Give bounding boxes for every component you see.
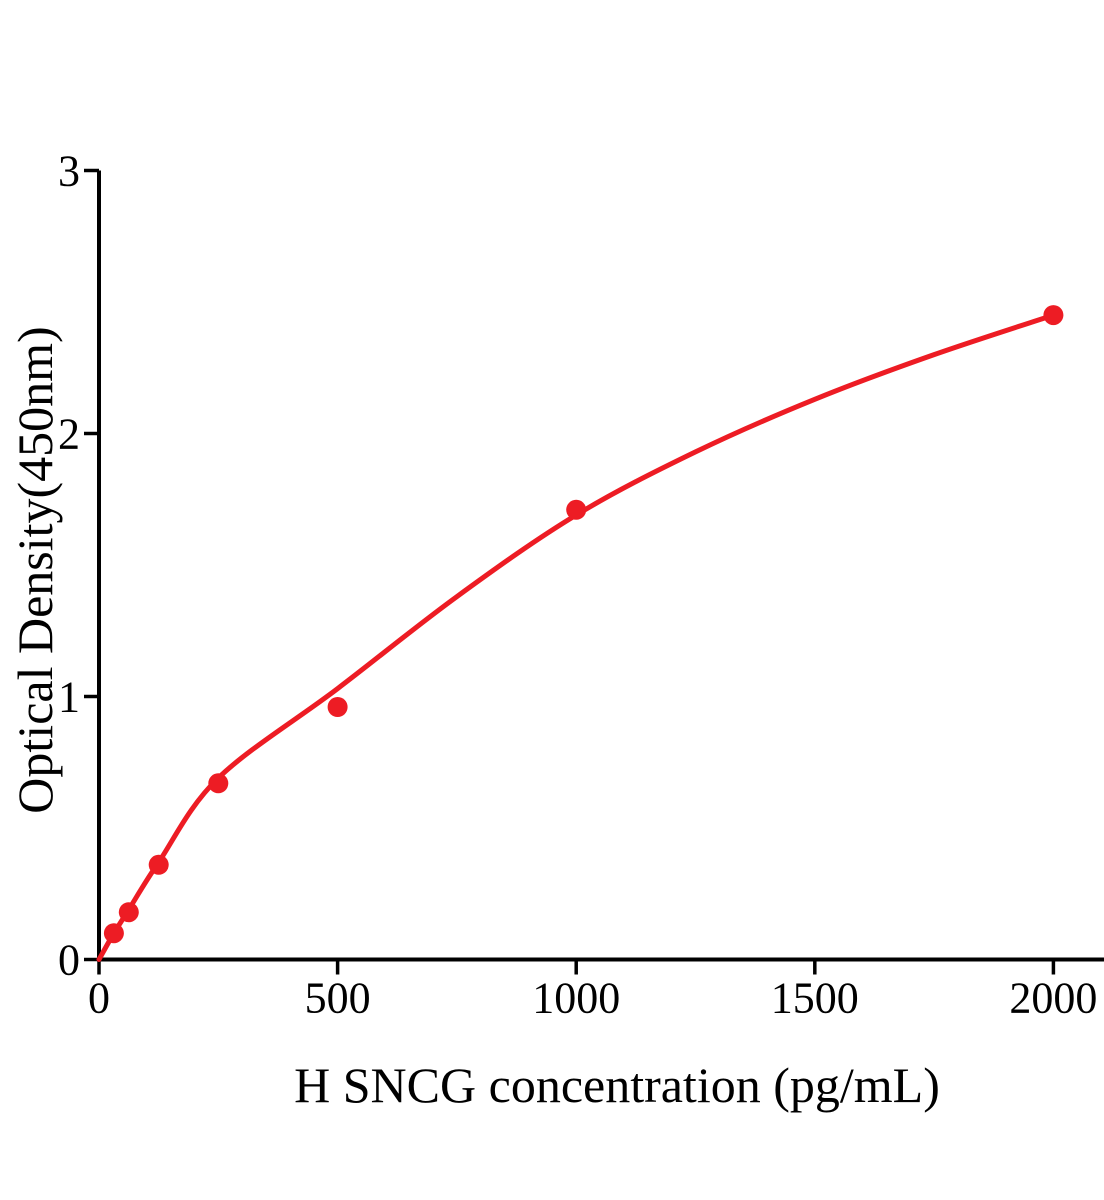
x-axis-title: H SNCG concentration (pg/mL) bbox=[294, 1057, 940, 1113]
data-point bbox=[208, 773, 229, 794]
data-points bbox=[103, 305, 1064, 944]
data-point bbox=[566, 499, 587, 520]
y-tick-label: 2 bbox=[58, 410, 80, 459]
fit-curve-path bbox=[96, 312, 1056, 962]
x-tick-label: 1000 bbox=[532, 974, 620, 1023]
data-point bbox=[118, 902, 139, 923]
tick-labels: 0 500 1000 1500 2000 0 1 2 3 bbox=[58, 147, 1097, 1023]
fit-curve bbox=[96, 312, 1056, 962]
y-axis-title: Optical Density(450nm) bbox=[7, 326, 63, 813]
data-point bbox=[1043, 305, 1064, 326]
x-tick-label: 1500 bbox=[771, 974, 859, 1023]
y-tick-label: 0 bbox=[58, 936, 80, 985]
data-point bbox=[103, 923, 124, 944]
x-tick-label: 0 bbox=[88, 974, 110, 1023]
axes bbox=[97, 170, 1104, 962]
data-point bbox=[327, 697, 348, 717]
axis-ticks bbox=[84, 168, 1056, 975]
x-tick-label: 2000 bbox=[1009, 974, 1097, 1023]
y-tick-label: 1 bbox=[58, 673, 80, 722]
data-point bbox=[148, 854, 169, 875]
y-tick-label: 3 bbox=[58, 147, 80, 196]
x-tick-label: 500 bbox=[305, 974, 371, 1023]
